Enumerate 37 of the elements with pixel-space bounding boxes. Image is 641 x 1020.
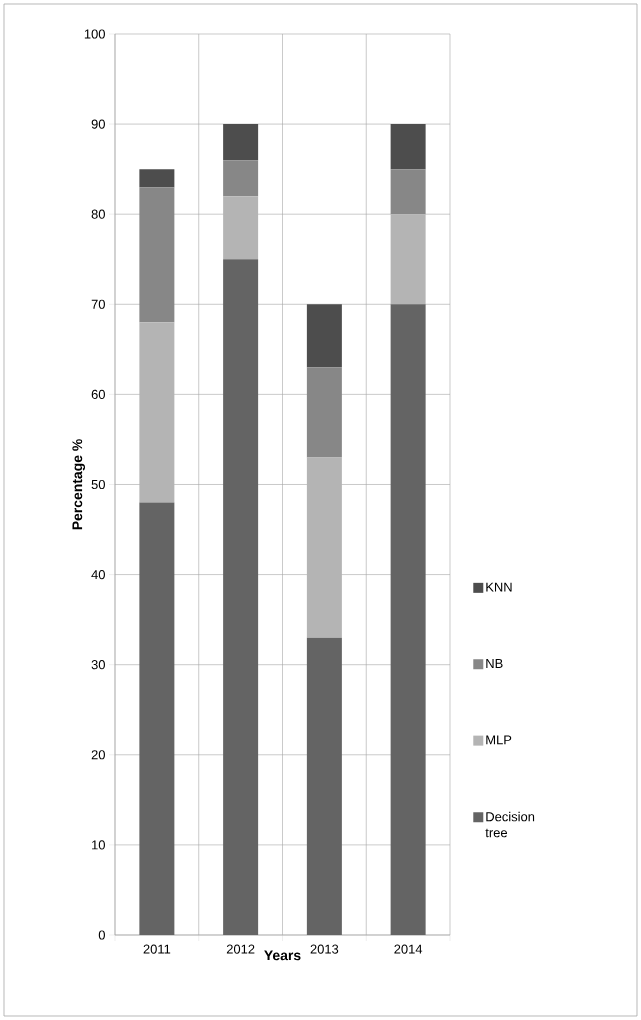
bar [390,124,426,170]
bar [139,502,175,935]
bar [306,457,342,638]
y-tick-label: 70 [91,299,105,309]
legend-label: NB [486,659,503,668]
y-tick-label: 10 [92,840,105,850]
y-tick-label: 50 [91,479,105,490]
bar [390,304,426,935]
y-tick-label: 0 [98,930,105,940]
x-tick-label: 2012 [226,944,255,954]
x-axis-title: Years [264,950,301,961]
bar [306,637,342,935]
y-tick-label: 60 [91,389,105,399]
legend-label: Decision tree [485,811,535,838]
y-tick-label: 30 [91,660,105,670]
bar [223,160,259,197]
y-tick-label: 90 [91,119,105,129]
bar [223,259,259,935]
y-axis-title: Percentage % [72,439,86,530]
bar [390,214,426,305]
bar [390,169,426,215]
bar [223,196,259,260]
bar [223,124,259,161]
bar [139,169,175,188]
legend-label: MLP [486,735,512,745]
y-tick-label: 40 [91,570,105,580]
x-tick-label: 2013 [310,944,339,954]
y-tick-label: 100 [84,29,105,39]
y-tick-label: 20 [91,750,105,760]
bar [306,304,342,368]
x-tick-label: 2011 [143,944,171,954]
bar [306,367,342,458]
x-tick-label: 2014 [394,944,423,954]
bar [139,322,175,503]
y-tick-label: 80 [91,209,105,219]
legend-label: KNN [486,582,512,592]
bar [139,187,175,323]
